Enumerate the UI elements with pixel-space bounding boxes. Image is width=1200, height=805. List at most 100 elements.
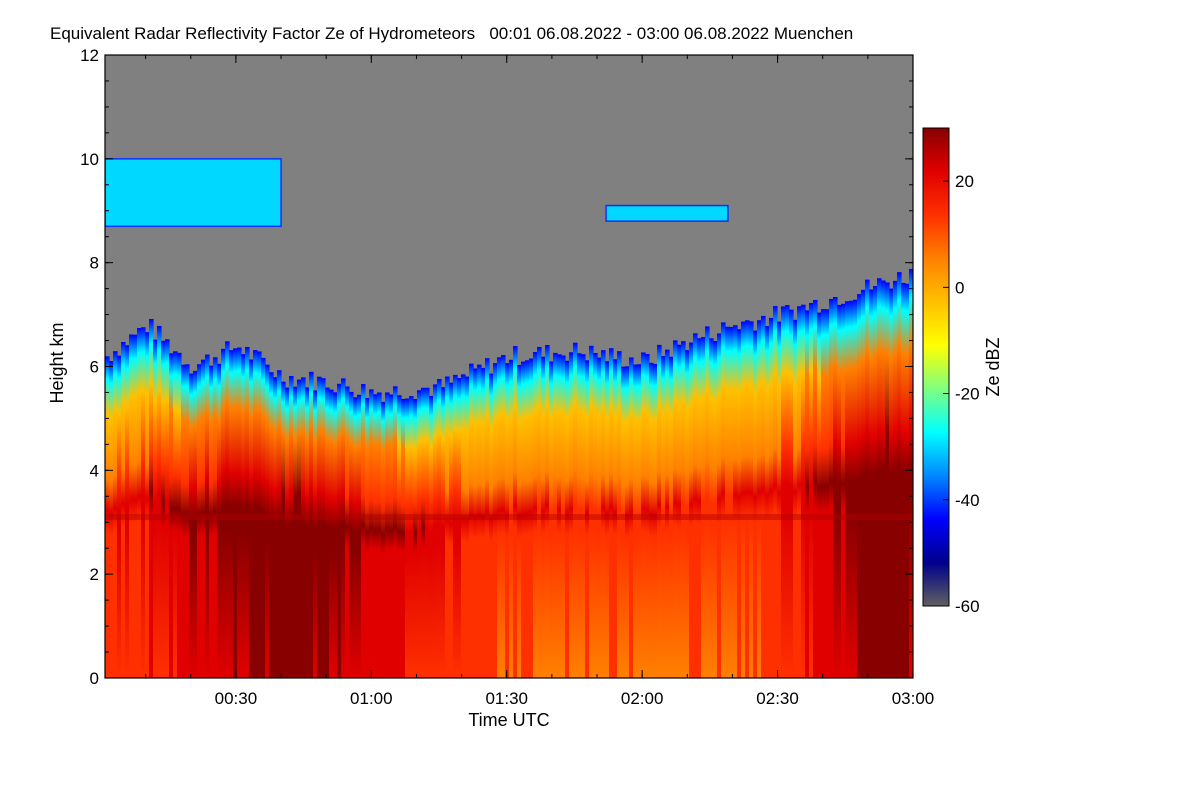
echo-column [149, 318, 154, 678]
echo-column [713, 340, 718, 678]
echo-column [289, 376, 294, 678]
echo-column [165, 339, 170, 678]
echo-column [581, 354, 586, 678]
echo-column [753, 330, 758, 678]
echo-column [285, 387, 290, 678]
echo-column [757, 320, 762, 678]
echo-column [549, 361, 554, 678]
echo-column [665, 349, 670, 678]
echo-column [129, 334, 134, 678]
colorbar-tick-label: -40 [955, 491, 980, 510]
echo-column [113, 351, 118, 678]
echo-column [721, 322, 726, 678]
echo-column [225, 341, 230, 678]
echo-column [353, 397, 358, 678]
echo-column [565, 360, 570, 678]
echo-column [777, 321, 782, 678]
echo-column [809, 302, 814, 678]
echo-column [737, 329, 742, 678]
echo-column [421, 387, 426, 678]
echo-column [569, 352, 574, 678]
echo-column [485, 358, 490, 678]
echo-column [529, 358, 534, 678]
echo-column [469, 363, 474, 678]
echo-column [493, 363, 498, 678]
y-axis-label: Height km [47, 322, 67, 403]
echo-column [325, 387, 330, 678]
colorbar [922, 127, 950, 607]
echo-column [405, 398, 410, 678]
echo-column [729, 326, 734, 678]
echo-column [501, 355, 506, 678]
echo-column [321, 378, 326, 678]
echo-column [189, 373, 194, 678]
echo-column [369, 389, 374, 678]
echo-column [461, 374, 466, 678]
echo-column [861, 289, 866, 678]
echo-column [577, 353, 582, 678]
echo-column [717, 333, 722, 678]
echo-column [705, 326, 710, 678]
cirrus-layer [105, 158, 282, 228]
echo-column [293, 386, 298, 678]
echo-column [629, 357, 634, 678]
echo-column [437, 378, 442, 678]
melting-layer [105, 514, 913, 521]
echo-column [281, 381, 286, 678]
echo-column [641, 352, 646, 678]
echo-column [889, 288, 894, 678]
echo-column [141, 327, 146, 678]
echo-column [805, 310, 810, 678]
echo-column [801, 304, 806, 678]
echo-column [297, 379, 302, 678]
echo-column [653, 363, 658, 678]
echo-column [573, 342, 578, 678]
echo-column [853, 299, 858, 678]
echo-column [905, 283, 910, 678]
echo-column [417, 390, 422, 678]
echo-column [449, 382, 454, 678]
y-tick-label: 2 [90, 565, 99, 584]
echo-column [157, 325, 162, 678]
echo-column [745, 320, 750, 678]
echo-column [413, 399, 418, 678]
y-tick-label: 12 [80, 46, 99, 65]
echo-column [173, 351, 178, 678]
echo-column [885, 282, 890, 678]
x-tick-label: 00:30 [215, 689, 258, 708]
echo-column [125, 345, 130, 678]
echo-column [241, 354, 246, 678]
echo-column [377, 392, 382, 678]
echo-column [821, 309, 826, 678]
echo-column [761, 315, 766, 678]
echo-column [893, 280, 898, 678]
echo-column [509, 359, 514, 678]
echo-column [265, 364, 270, 678]
echo-column [317, 376, 322, 678]
echo-column [329, 389, 334, 678]
echo-column [201, 359, 206, 678]
echo-column [457, 378, 462, 678]
echo-column [301, 377, 306, 678]
echo-column [273, 377, 278, 678]
echo-column [481, 367, 486, 678]
echo-column [597, 357, 602, 678]
echo-column [725, 326, 730, 678]
echo-column [633, 364, 638, 678]
y-tick-label: 4 [90, 461, 99, 480]
echo-column [673, 340, 678, 678]
echo-column [849, 300, 854, 678]
echo-column [465, 376, 470, 678]
echo-column [305, 387, 310, 678]
chart-title: Equivalent Radar Reflectivity Factor Ze … [50, 24, 853, 43]
echo-column [517, 364, 522, 678]
x-tick-label: 02:00 [621, 689, 664, 708]
echo-column [137, 328, 142, 678]
echo-column [877, 278, 882, 678]
echo-column [357, 394, 362, 678]
echo-column [841, 303, 846, 678]
echo-column [433, 384, 438, 678]
colorbar-tick-label: 0 [955, 278, 964, 297]
echo-column [473, 368, 478, 678]
echo-column [645, 353, 650, 678]
